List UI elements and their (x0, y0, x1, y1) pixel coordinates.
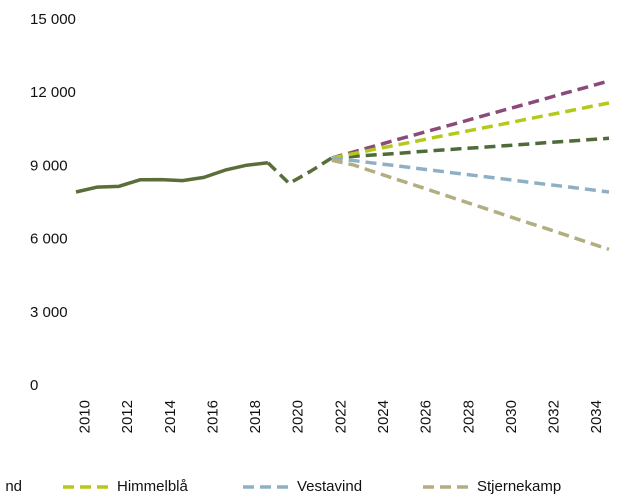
x-tick-label: 2012 (119, 400, 136, 433)
legend-label: Vestavind (297, 478, 362, 495)
x-tick-label: 2028 (460, 400, 477, 433)
x-tick-label: 2018 (247, 400, 264, 433)
y-tick-label: 3 000 (30, 304, 68, 321)
series-line (331, 158, 610, 252)
x-tick-label: 2024 (375, 400, 392, 433)
x-tick-label: 2032 (546, 400, 563, 433)
x-tick-label: 2022 (332, 400, 349, 433)
y-tick-label: 9 000 (30, 157, 68, 174)
series-line (331, 156, 610, 194)
x-tick-label: 2026 (418, 400, 435, 433)
legend-label: nd (5, 478, 22, 495)
series-line (331, 79, 610, 160)
y-tick-label: 12 000 (30, 84, 76, 101)
y-tick-label: 0 (30, 377, 38, 394)
x-tick-label: 2010 (77, 400, 94, 433)
series-line (331, 136, 610, 160)
series-line (75, 160, 269, 194)
x-tick-label: 2030 (503, 400, 520, 433)
series-line (266, 156, 333, 186)
x-tick-label: 2014 (162, 400, 179, 433)
x-tick-label: 2034 (588, 400, 605, 433)
x-tick-label: 2016 (204, 400, 221, 433)
legend-label: Himmelblå (117, 478, 189, 495)
x-tick-label: 2020 (290, 400, 307, 433)
series-line (331, 101, 610, 160)
legend-label: Stjernekamp (477, 478, 561, 495)
y-tick-label: 6 000 (30, 231, 68, 248)
y-tick-label: 15 000 (30, 11, 76, 28)
